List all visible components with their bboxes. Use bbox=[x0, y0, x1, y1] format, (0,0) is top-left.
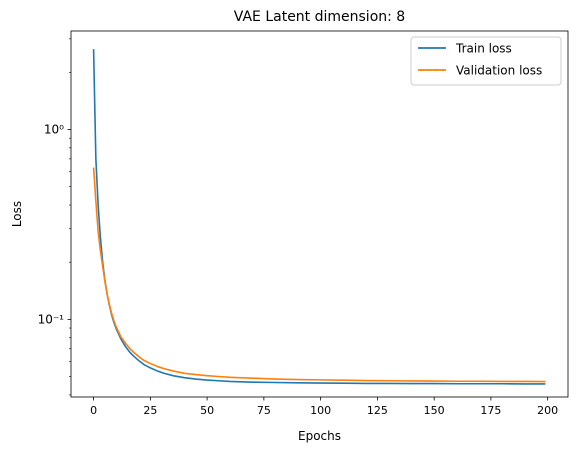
y-axis-label: Loss bbox=[10, 201, 24, 227]
x-tick-label: 125 bbox=[367, 404, 388, 417]
x-tick-label: 0 bbox=[90, 404, 97, 417]
legend-label-train-loss: Train loss bbox=[455, 42, 512, 56]
x-tick-label: 100 bbox=[310, 404, 331, 417]
plot-area bbox=[71, 31, 568, 397]
y-axis: 10⁻¹ 10⁰ bbox=[38, 39, 71, 395]
x-axis: 0 25 50 75 100 125 150 175 200 bbox=[90, 397, 558, 417]
series-line-validation-loss bbox=[94, 168, 546, 382]
x-axis-label: Epochs bbox=[298, 429, 341, 443]
y-tick-label: 10⁻¹ bbox=[38, 312, 65, 326]
legend-label-validation-loss: Validation loss bbox=[456, 64, 542, 78]
x-tick-label: 175 bbox=[480, 404, 501, 417]
plot-frame bbox=[71, 31, 568, 397]
x-tick-label: 200 bbox=[537, 404, 558, 417]
x-tick-label: 25 bbox=[143, 404, 157, 417]
y-tick-label: 10⁰ bbox=[44, 122, 64, 136]
series-line-train-loss bbox=[94, 49, 546, 384]
chart-title: VAE Latent dimension: 8 bbox=[234, 9, 405, 25]
x-tick-label: 50 bbox=[200, 404, 214, 417]
x-tick-label: 150 bbox=[424, 404, 445, 417]
legend: Train loss Validation loss bbox=[411, 37, 561, 85]
series-layer bbox=[94, 49, 546, 384]
x-tick-label: 75 bbox=[257, 404, 271, 417]
